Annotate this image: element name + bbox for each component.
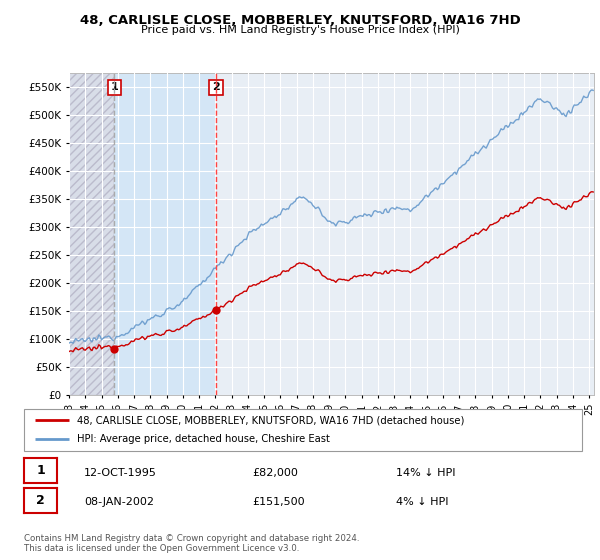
Text: 12-OCT-1995: 12-OCT-1995 <box>84 468 157 478</box>
Bar <box>115 73 216 395</box>
Text: 2: 2 <box>212 82 220 92</box>
FancyBboxPatch shape <box>24 409 582 451</box>
Text: Contains HM Land Registry data © Crown copyright and database right 2024.
This d: Contains HM Land Registry data © Crown c… <box>24 534 359 553</box>
Text: 2: 2 <box>36 494 45 507</box>
Text: 4% ↓ HPI: 4% ↓ HPI <box>396 497 449 507</box>
Text: 08-JAN-2002: 08-JAN-2002 <box>84 497 154 507</box>
Text: 1: 1 <box>110 82 118 92</box>
Bar <box>69 73 115 395</box>
Text: 14% ↓ HPI: 14% ↓ HPI <box>396 468 455 478</box>
Text: 48, CARLISLE CLOSE, MOBBERLEY, KNUTSFORD, WA16 7HD (detached house): 48, CARLISLE CLOSE, MOBBERLEY, KNUTSFORD… <box>77 415 464 425</box>
Text: £82,000: £82,000 <box>252 468 298 478</box>
Text: HPI: Average price, detached house, Cheshire East: HPI: Average price, detached house, Ches… <box>77 435 330 445</box>
Text: 48, CARLISLE CLOSE, MOBBERLEY, KNUTSFORD, WA16 7HD: 48, CARLISLE CLOSE, MOBBERLEY, KNUTSFORD… <box>80 14 520 27</box>
Text: Price paid vs. HM Land Registry's House Price Index (HPI): Price paid vs. HM Land Registry's House … <box>140 25 460 35</box>
Text: £151,500: £151,500 <box>252 497 305 507</box>
Text: 1: 1 <box>36 464 45 477</box>
